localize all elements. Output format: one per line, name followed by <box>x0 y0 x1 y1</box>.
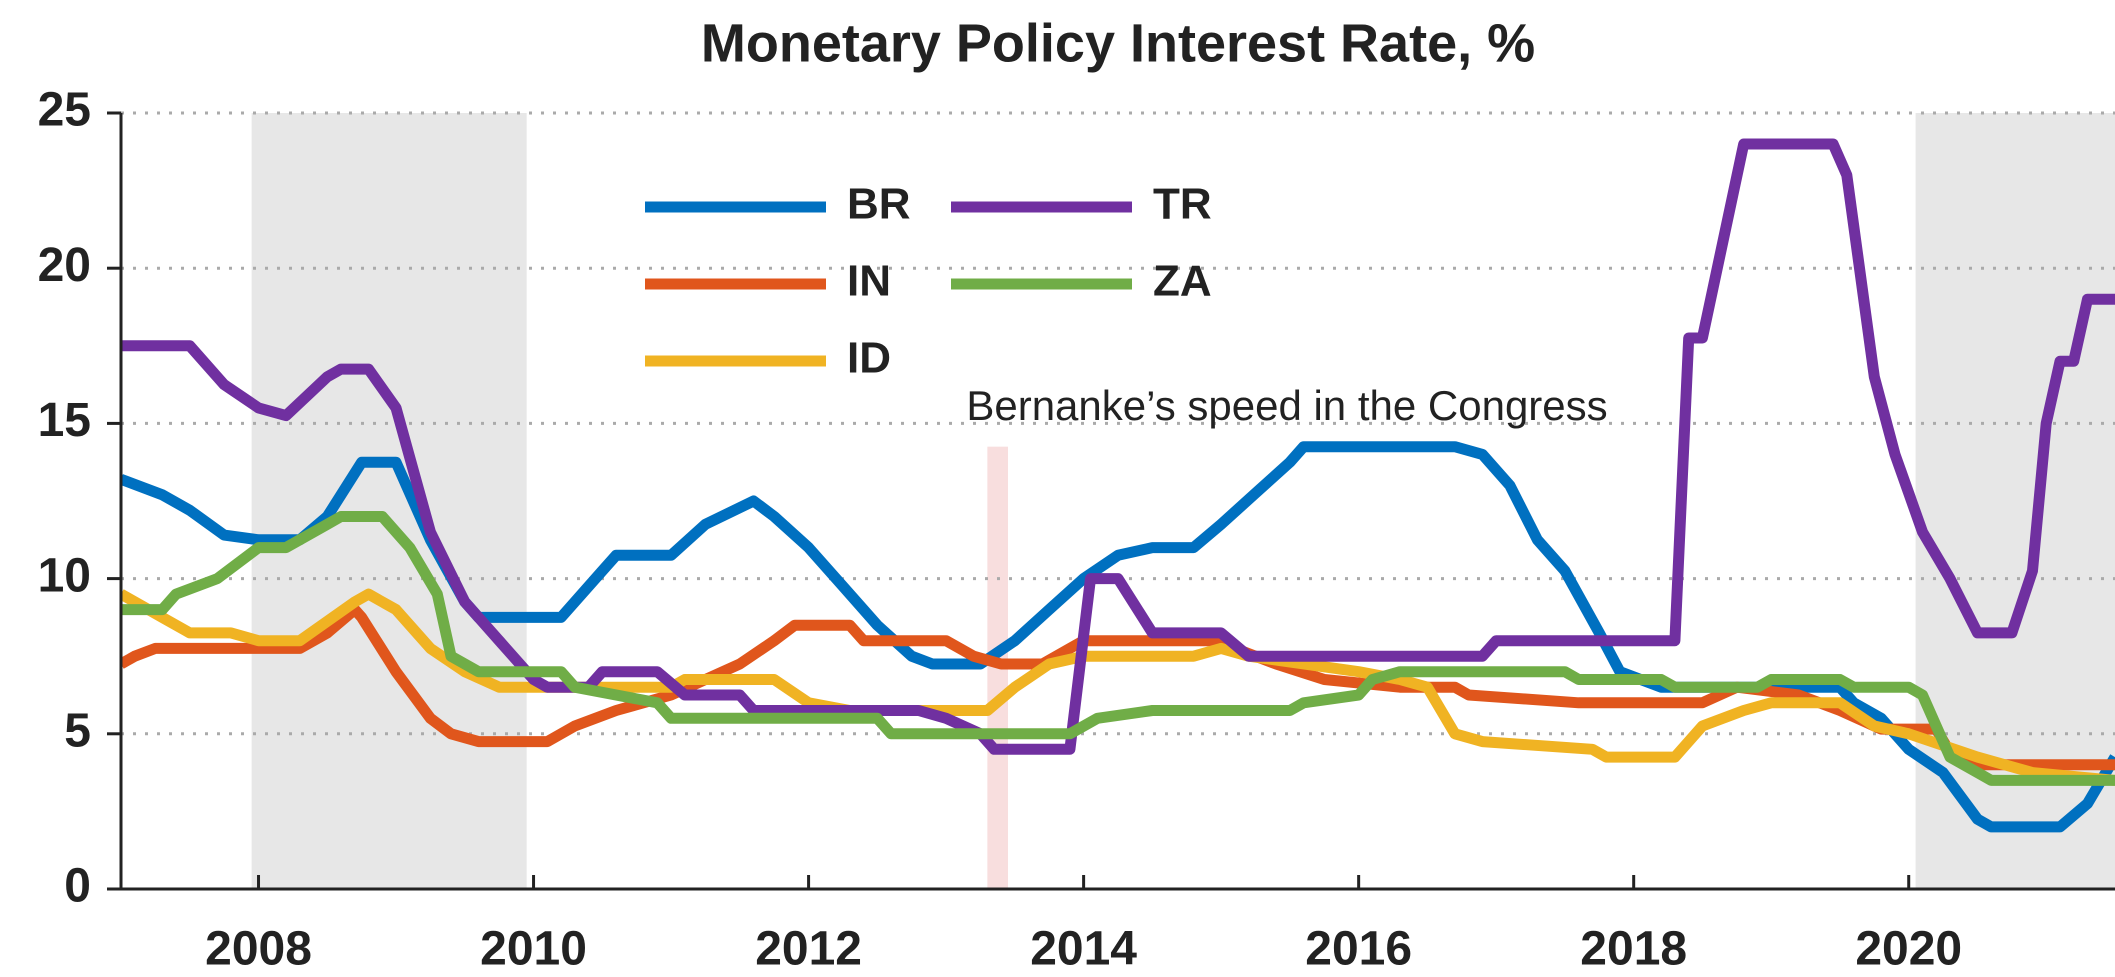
x-tick-label: 2008 <box>205 923 312 976</box>
legend-label: ID <box>847 334 891 383</box>
legend-label: ZA <box>1153 257 1212 306</box>
y-tick-label: 25 <box>38 84 91 137</box>
annotation-text: Bernanke’s speed in the Congress <box>966 382 1607 429</box>
x-tick-label: 2014 <box>1030 923 1137 976</box>
legend-label: TR <box>1153 180 1212 229</box>
x-tick-label: 2012 <box>755 923 862 976</box>
series-line <box>121 511 2115 786</box>
y-tick-label: 0 <box>64 860 91 913</box>
y-tick-label: 20 <box>38 239 91 292</box>
x-tick-label: 2020 <box>1855 923 1962 976</box>
y-tick-label: 5 <box>64 704 91 757</box>
series-line <box>121 441 2115 833</box>
series-line <box>121 138 2115 755</box>
y-tick-label: 10 <box>38 549 91 602</box>
legend-label: BR <box>847 180 911 229</box>
shaded-span <box>251 113 527 889</box>
x-tick-label: 2016 <box>1305 923 1412 976</box>
series-line <box>121 588 2115 786</box>
chart-title: Monetary Policy Interest Rate, % <box>701 13 1535 73</box>
x-tick-label: 2010 <box>480 923 587 976</box>
background-layer <box>251 113 2115 889</box>
y-tick-label: 15 <box>38 394 91 447</box>
front-layer: Bernanke’s speed in the Congress 0 5 10 15 20… <box>38 84 2115 976</box>
lines-layer <box>121 138 2115 833</box>
legend-label: IN <box>847 257 891 306</box>
x-tick-label: 2018 <box>1580 923 1687 976</box>
